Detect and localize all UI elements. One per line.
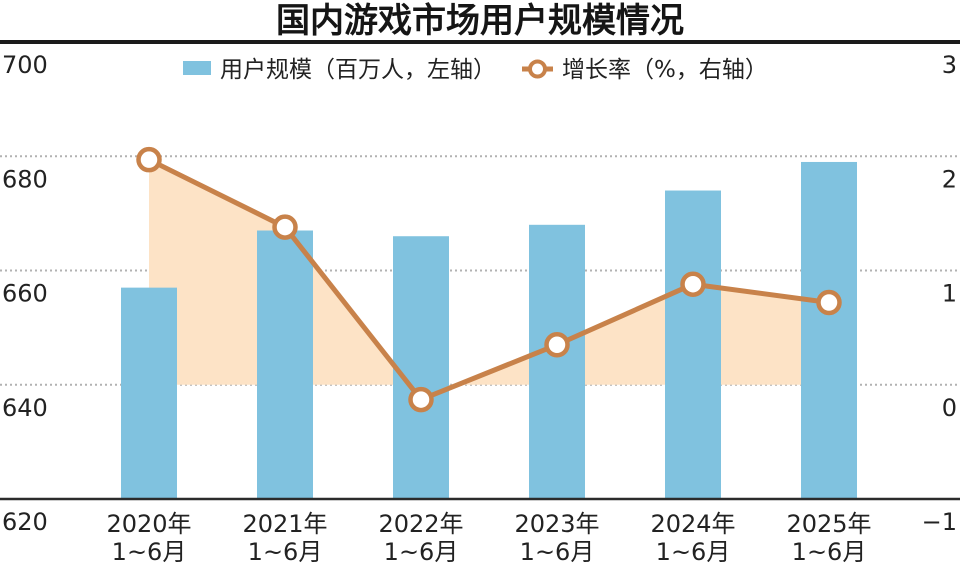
- left-axis-tick-label: 660: [2, 280, 48, 308]
- growth-rate-point-3: [408, 386, 434, 413]
- right-axis-tick-label: 0: [942, 394, 957, 422]
- x-axis-year-label: 2022年: [378, 510, 463, 538]
- user-scale-bar-2: [257, 230, 313, 499]
- growth-rate-line: [136, 146, 842, 413]
- right-axis-tick-label: 3: [942, 51, 957, 79]
- legend-line-label: 增长率（%，右轴）: [562, 57, 768, 83]
- top-rule: [0, 40, 960, 44]
- x-axis-year-label: 2025年: [786, 510, 871, 538]
- growth-rate-point-6: [816, 289, 842, 316]
- growth-rate-line-path: [146, 157, 832, 403]
- x-axis-period-label: 1~6月: [792, 538, 867, 566]
- right-axis-tick-label: −1: [922, 508, 957, 536]
- x-axis-year-label: 2024年: [650, 510, 735, 538]
- right-axis-tick-label: 2: [942, 165, 957, 193]
- axis-labels: 7006806606406203210−12020年1~6月2021年1~6月2…: [2, 51, 957, 566]
- right-axis-tick-label: 1: [942, 280, 957, 308]
- user-scale-bar-6: [801, 161, 857, 499]
- legend-bar-swatch: [183, 61, 211, 75]
- growth-rate-area-fill: [149, 159, 829, 400]
- growth-rate-point-5: [680, 271, 706, 297]
- left-axis-tick-label: 620: [2, 508, 48, 536]
- x-axis-year-label: 2023年: [514, 510, 599, 538]
- growth-rate-point-4: [544, 332, 570, 358]
- x-axis-period-label: 1~6月: [248, 538, 323, 566]
- x-axis-period-label: 1~6月: [656, 538, 731, 566]
- x-axis-period-label: 1~6月: [112, 538, 187, 566]
- growth-rate-point-2: [272, 214, 298, 240]
- growth-rate-area: [149, 159, 829, 400]
- user-scale-bars: [121, 161, 857, 500]
- user-scale-bar-3: [393, 236, 449, 499]
- user-scale-bar-4: [529, 224, 585, 500]
- chart-title: 国内游戏市场用户规模情况: [276, 1, 684, 41]
- left-axis-tick-label: 640: [2, 394, 48, 422]
- x-axis-period-label: 1~6月: [384, 538, 459, 566]
- axes: [0, 40, 960, 501]
- left-axis-tick-label: 680: [2, 165, 48, 193]
- growth-rate-point-1: [136, 146, 162, 173]
- user-scale-bar-5: [665, 190, 721, 499]
- legend: 用户规模（百万人，左轴） 增长率（%，右轴）: [183, 57, 768, 83]
- legend-bar-label: 用户规模（百万人，左轴）: [220, 57, 496, 83]
- left-axis-tick-label: 700: [2, 51, 48, 79]
- x-axis-year-label: 2020年: [106, 510, 191, 538]
- x-axis-period-label: 1~6月: [520, 538, 595, 566]
- user-scale-bar-1: [121, 287, 177, 499]
- legend-line-marker-icon: [528, 59, 547, 79]
- x-axis-year-label: 2021年: [242, 510, 327, 538]
